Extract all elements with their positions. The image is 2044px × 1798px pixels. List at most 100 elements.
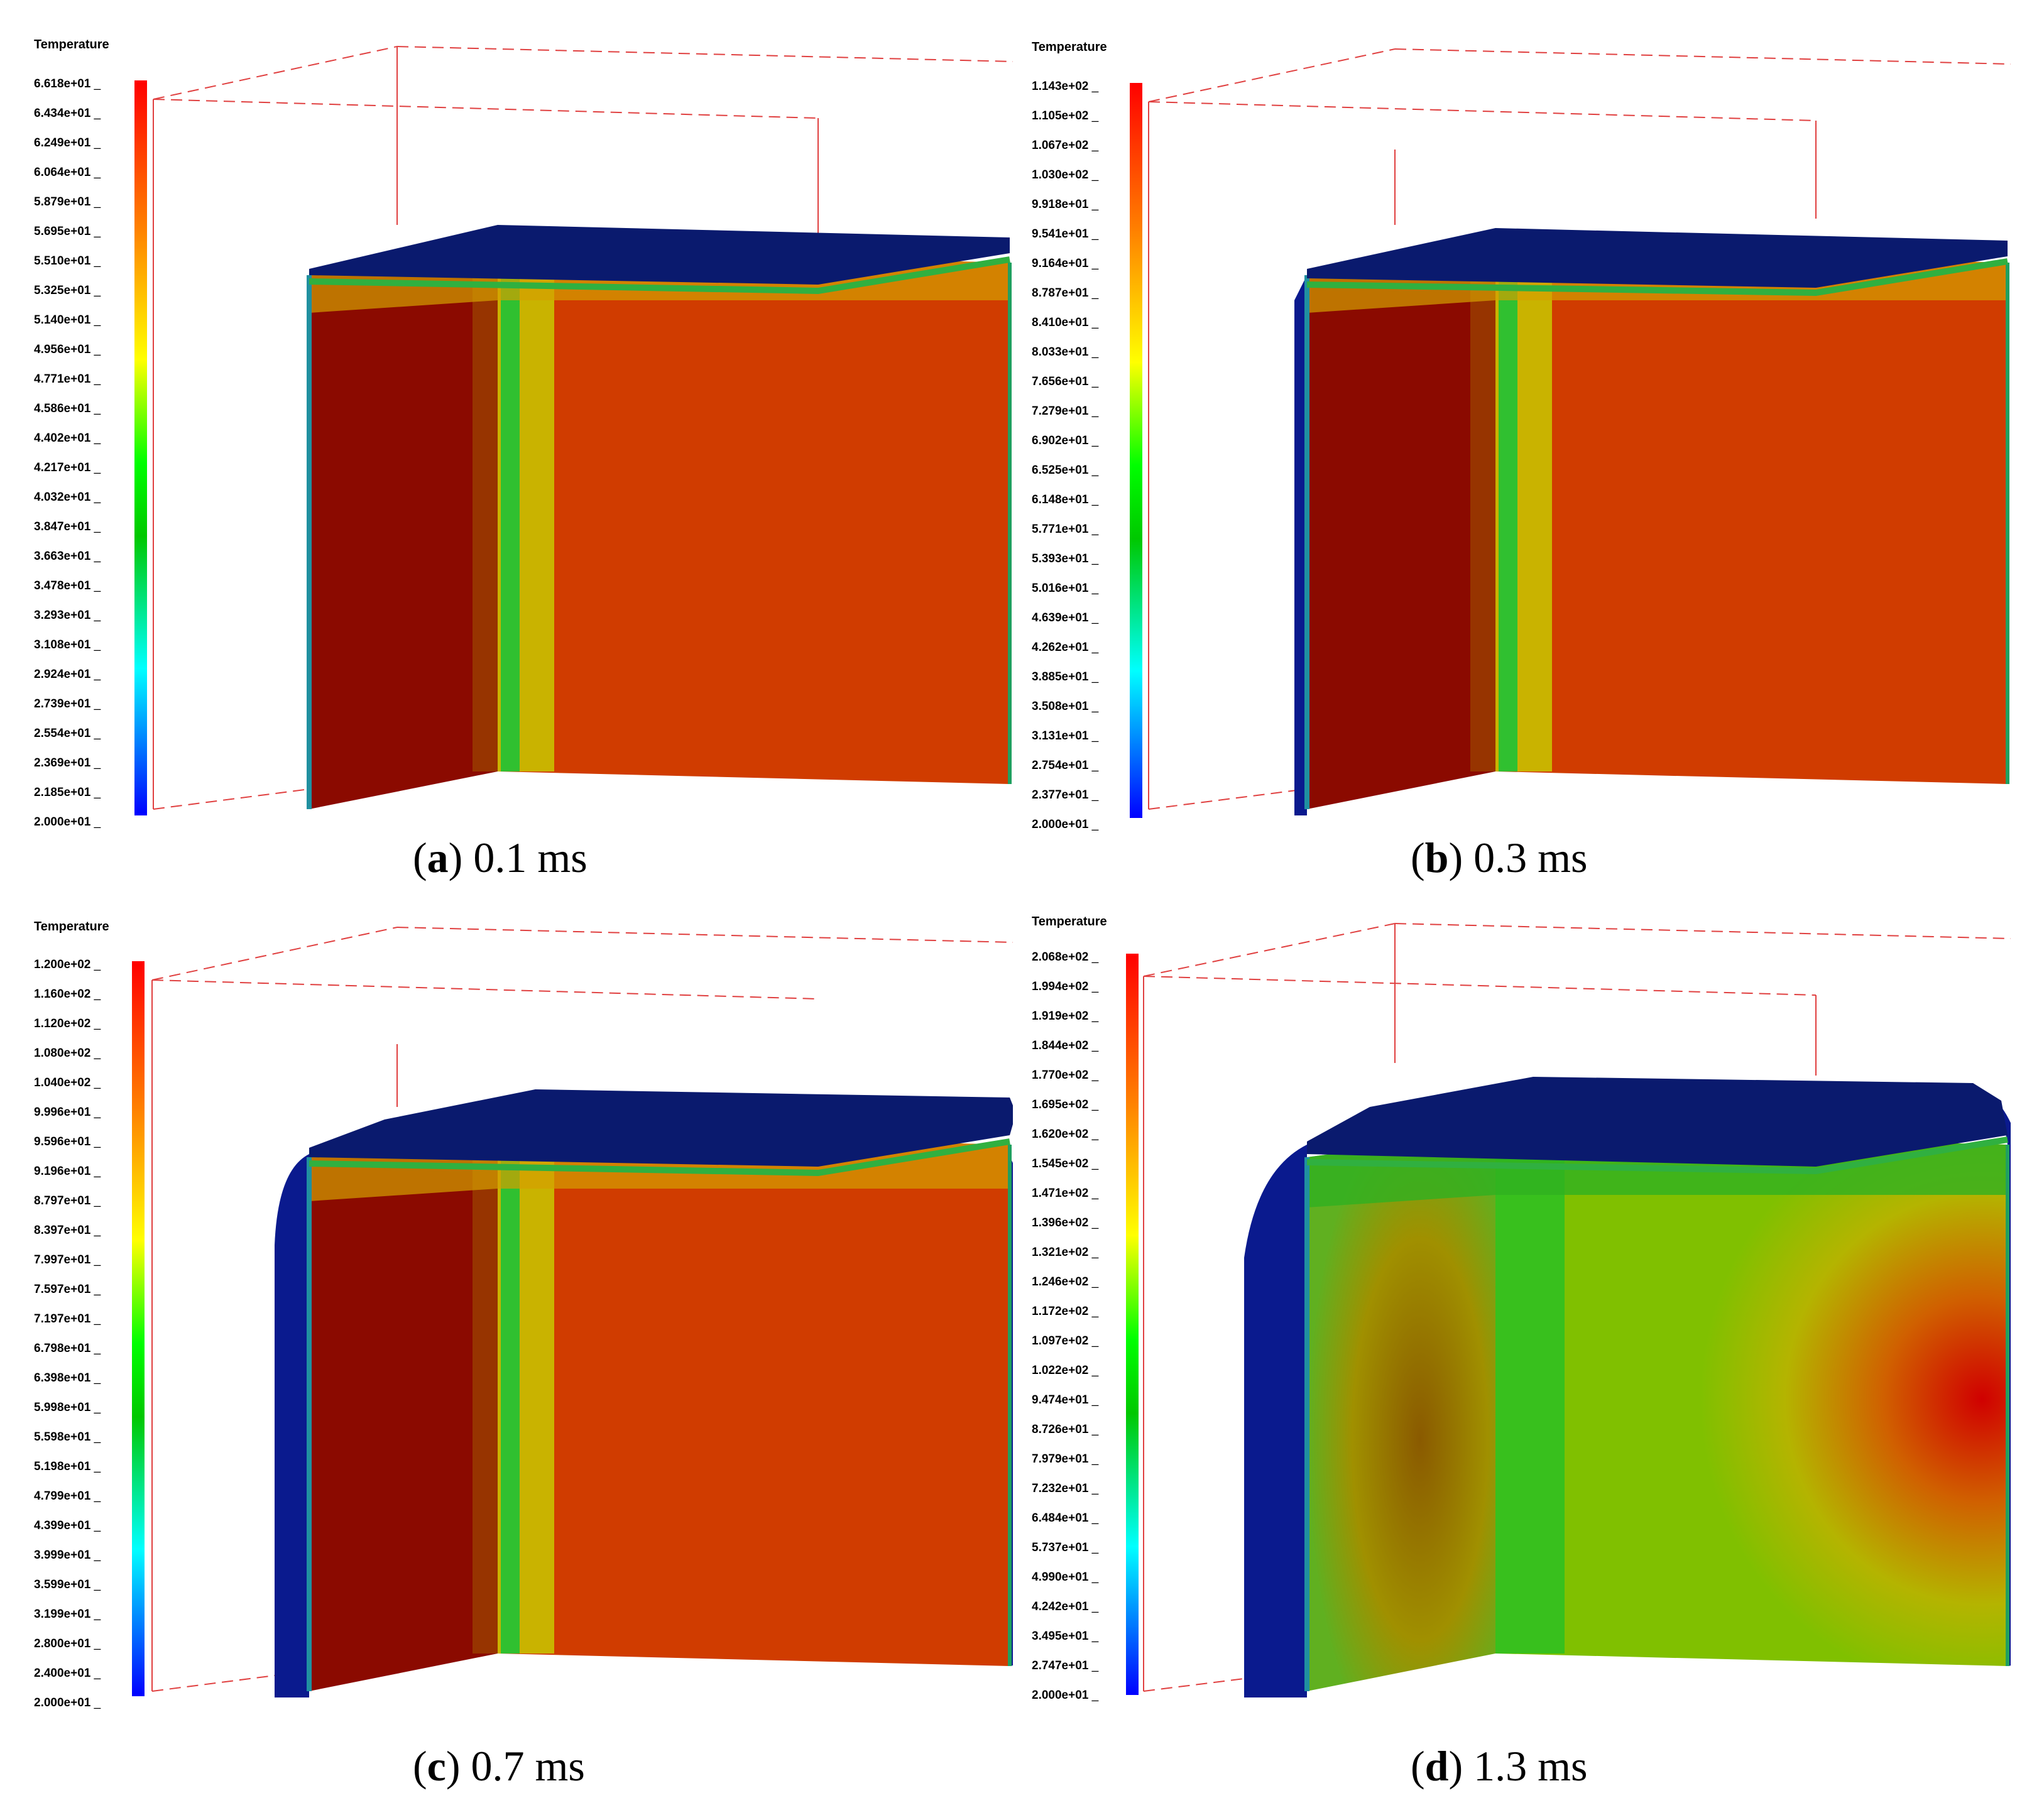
- panel-a: Temperature 6.618e+01 6.434e+01 6.249e+01 6…: [33, 36, 1013, 881]
- legend-tick-label: 5.510e+01: [34, 255, 101, 268]
- legend-tick-label: 5.737e+01: [1032, 1542, 1098, 1554]
- legend-tick-label: 1.620e+02: [1032, 1128, 1098, 1141]
- legend-tick-label: 1.545e+02: [1032, 1158, 1098, 1170]
- top-plate: [309, 225, 1010, 285]
- legend-tick-label: 1.695e+02: [1032, 1099, 1098, 1111]
- legend-tick-label: 1.080e+02: [34, 1047, 101, 1060]
- legend-tick-label: 3.885e+01: [1032, 671, 1098, 684]
- legend-tick-label: 3.108e+01: [34, 639, 101, 651]
- bounding-box: [1143, 923, 2011, 1692]
- legend-tick-label: 2.185e+01: [34, 787, 101, 799]
- legend-tick-label: 1.994e+02: [1032, 981, 1098, 993]
- legend-tick-label: 2.800e+01: [34, 1638, 101, 1650]
- left-wall: [309, 250, 498, 809]
- legend-tick-label: 4.639e+01: [1032, 612, 1098, 624]
- legend-tick-label: 8.410e+01: [1032, 317, 1098, 329]
- left-wall: [1307, 1132, 1495, 1691]
- legend-tick-label: 8.787e+01: [1032, 287, 1098, 300]
- legend-tick-label: 3.495e+01: [1032, 1630, 1098, 1643]
- legend-tick-label: 5.325e+01: [34, 285, 101, 297]
- legend-tick-label: 9.996e+01: [34, 1106, 101, 1119]
- legend-tick-label: 9.196e+01: [34, 1165, 101, 1178]
- legend-tick-label: 3.663e+01: [34, 550, 101, 563]
- legend-tick-label: 2.747e+01: [1032, 1660, 1098, 1672]
- temperature-field-3d-view: [1148, 48, 2011, 815]
- legend-tick-label: 3.293e+01: [34, 609, 101, 622]
- legend-tick-label: 1.030e+02: [1032, 169, 1098, 182]
- legend-tick-label: 2.000e+01: [1032, 819, 1098, 831]
- legend-tick-label: 4.771e+01: [34, 373, 101, 386]
- legend-tick-label: 1.120e+02: [34, 1018, 101, 1030]
- legend-tick-label: 6.064e+01: [34, 166, 101, 179]
- legend-tick-label: 1.160e+02: [34, 988, 101, 1001]
- legend-tick-label: 9.164e+01: [1032, 258, 1098, 270]
- legend-tick-label: 9.596e+01: [34, 1136, 101, 1148]
- legend-tick-label: 4.399e+01: [34, 1520, 101, 1532]
- legend-tick-label: 4.262e+01: [1032, 641, 1098, 654]
- legend-tick-label: 3.508e+01: [1032, 700, 1098, 713]
- legend-tick-label: 1.172e+02: [1032, 1305, 1098, 1318]
- legend-tick-label: 2.400e+01: [34, 1667, 101, 1680]
- legend-title: Temperature: [1032, 40, 1107, 54]
- legend-tick-label: 8.033e+01: [1032, 346, 1098, 359]
- legend-tick-label: 3.599e+01: [34, 1579, 101, 1591]
- legend-tick-label: 5.879e+01: [34, 196, 101, 209]
- legend-tick-label: 1.022e+02: [1032, 1365, 1098, 1377]
- left-wall: [309, 1132, 498, 1691]
- legend-tick-label: 7.656e+01: [1032, 376, 1098, 388]
- legend-tick-label: 2.000e+01: [34, 1697, 101, 1709]
- legend-tick-label: 3.478e+01: [34, 580, 101, 592]
- legend-tick-label: 3.847e+01: [34, 521, 101, 533]
- legend-tick-label: 1.321e+02: [1032, 1246, 1098, 1259]
- legend-tick-label: 4.402e+01: [34, 432, 101, 445]
- legend-tick-label: 4.956e+01: [34, 344, 101, 356]
- legend-tick-label: 4.242e+01: [1032, 1601, 1098, 1613]
- legend-tick-label: 6.798e+01: [34, 1343, 101, 1355]
- left-wall: [1307, 250, 1495, 809]
- color-scale-bar: [134, 80, 147, 815]
- legend-tick-label: 1.067e+02: [1032, 139, 1098, 152]
- legend-tick-label: 6.148e+01: [1032, 494, 1098, 506]
- legend-title: Temperature: [34, 38, 109, 52]
- legend-tick-label: 2.068e+02: [1032, 951, 1098, 964]
- legend-tick-label: 2.554e+01: [34, 727, 101, 740]
- legend-tick-label: 1.471e+02: [1032, 1187, 1098, 1200]
- legend-tick-label: 2.000e+01: [1032, 1689, 1098, 1702]
- top-plate: [1307, 228, 2008, 288]
- legend-tick-label: 5.771e+01: [1032, 523, 1098, 536]
- caption: (b) 0.3 ms: [1411, 834, 1588, 881]
- legend-tick-label: 7.197e+01: [34, 1313, 101, 1326]
- legend-tick-label: 6.484e+01: [1032, 1512, 1098, 1525]
- legend-tick-label: 9.541e+01: [1032, 228, 1098, 241]
- right-wall: [1495, 1132, 2008, 1666]
- legend-tick-label: 4.990e+01: [1032, 1571, 1098, 1584]
- legend-tick-label: 9.918e+01: [1032, 199, 1098, 211]
- legend-tick-label: 1.105e+02: [1032, 110, 1098, 123]
- legend-tick-label: 4.799e+01: [34, 1490, 101, 1503]
- legend-tick-label: 9.474e+01: [1032, 1394, 1098, 1407]
- legend-tick-label: 1.097e+02: [1032, 1335, 1098, 1348]
- color-scale-bar: [1126, 954, 1139, 1695]
- legend-tick-label: 7.597e+01: [34, 1283, 101, 1296]
- legend-tick-label: 3.199e+01: [34, 1608, 101, 1621]
- legend-tick-label: 1.770e+02: [1032, 1069, 1098, 1082]
- legend-tick-label: 7.232e+01: [1032, 1483, 1098, 1495]
- legend-tick-label: 5.198e+01: [34, 1461, 101, 1473]
- legend-tick-label: 8.397e+01: [34, 1224, 101, 1237]
- temperature-field-3d-view: [153, 46, 1013, 810]
- right-wall: [498, 250, 1010, 784]
- legend-tick-label: 6.434e+01: [34, 107, 101, 120]
- legend-tick-label: 4.217e+01: [34, 462, 101, 474]
- temperature-field-3d-view: [1143, 923, 2011, 1697]
- top-plate: [309, 1089, 1013, 1167]
- caption: (d) 1.3 ms: [1411, 1742, 1588, 1790]
- legend-title: Temperature: [34, 920, 109, 934]
- legend-tick-label: 6.249e+01: [34, 137, 101, 150]
- legend-tick-label: 2.369e+01: [34, 757, 101, 770]
- color-scale-bar: [132, 961, 145, 1696]
- color-scale-bar: [1130, 83, 1142, 818]
- panel-d: Temperature 2.068e+02 1.994e+02 1.919e+02 1…: [1030, 915, 2011, 1790]
- legend-tick-label: 8.797e+01: [34, 1195, 101, 1207]
- legend-tick-label: 8.726e+01: [1032, 1424, 1098, 1436]
- legend-tick-label: 6.398e+01: [34, 1372, 101, 1385]
